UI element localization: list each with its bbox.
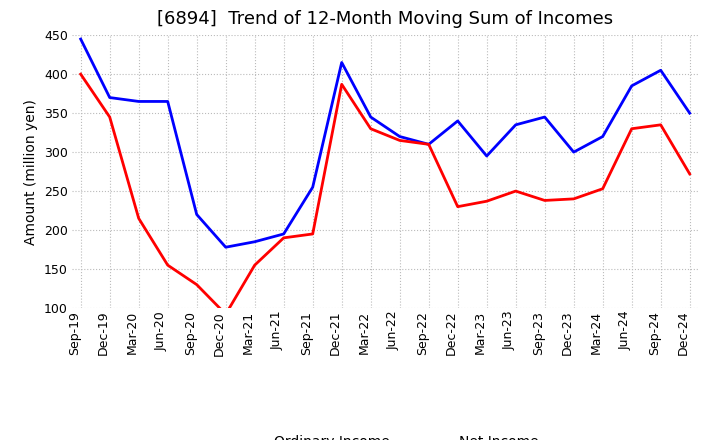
Ordinary Income xyxy=(192,212,201,217)
Ordinary Income xyxy=(221,245,230,250)
Net Income xyxy=(251,263,259,268)
Net Income xyxy=(135,216,143,221)
Net Income xyxy=(105,114,114,120)
Net Income xyxy=(598,186,607,191)
Line: Net Income: Net Income xyxy=(81,74,690,314)
Ordinary Income xyxy=(279,231,288,237)
Ordinary Income xyxy=(685,110,694,116)
Ordinary Income xyxy=(511,122,520,128)
Net Income xyxy=(76,72,85,77)
Ordinary Income xyxy=(308,184,317,190)
Y-axis label: Amount (million yen): Amount (million yen) xyxy=(24,99,38,245)
Ordinary Income xyxy=(454,118,462,124)
Ordinary Income xyxy=(482,154,491,159)
Net Income xyxy=(308,231,317,237)
Net Income xyxy=(511,188,520,194)
Ordinary Income xyxy=(105,95,114,100)
Ordinary Income xyxy=(395,134,404,139)
Net Income xyxy=(163,263,172,268)
Ordinary Income xyxy=(338,60,346,65)
Net Income xyxy=(338,82,346,87)
Ordinary Income xyxy=(570,150,578,155)
Net Income xyxy=(279,235,288,241)
Net Income xyxy=(221,312,230,317)
Ordinary Income xyxy=(541,114,549,120)
Ordinary Income xyxy=(76,37,85,42)
Net Income xyxy=(685,171,694,176)
Net Income xyxy=(366,126,375,132)
Ordinary Income xyxy=(598,134,607,139)
Ordinary Income xyxy=(627,83,636,88)
Net Income xyxy=(395,138,404,143)
Ordinary Income xyxy=(251,239,259,244)
Net Income xyxy=(424,142,433,147)
Legend: Ordinary Income, Net Income: Ordinary Income, Net Income xyxy=(226,429,544,440)
Ordinary Income xyxy=(135,99,143,104)
Ordinary Income xyxy=(366,114,375,120)
Net Income xyxy=(192,282,201,287)
Net Income xyxy=(570,196,578,202)
Ordinary Income xyxy=(163,99,172,104)
Net Income xyxy=(541,198,549,203)
Net Income xyxy=(657,122,665,128)
Net Income xyxy=(454,204,462,209)
Ordinary Income xyxy=(657,68,665,73)
Line: Ordinary Income: Ordinary Income xyxy=(81,39,690,247)
Net Income xyxy=(627,126,636,132)
Net Income xyxy=(482,198,491,204)
Ordinary Income xyxy=(424,142,433,147)
Title: [6894]  Trend of 12-Month Moving Sum of Incomes: [6894] Trend of 12-Month Moving Sum of I… xyxy=(157,10,613,28)
